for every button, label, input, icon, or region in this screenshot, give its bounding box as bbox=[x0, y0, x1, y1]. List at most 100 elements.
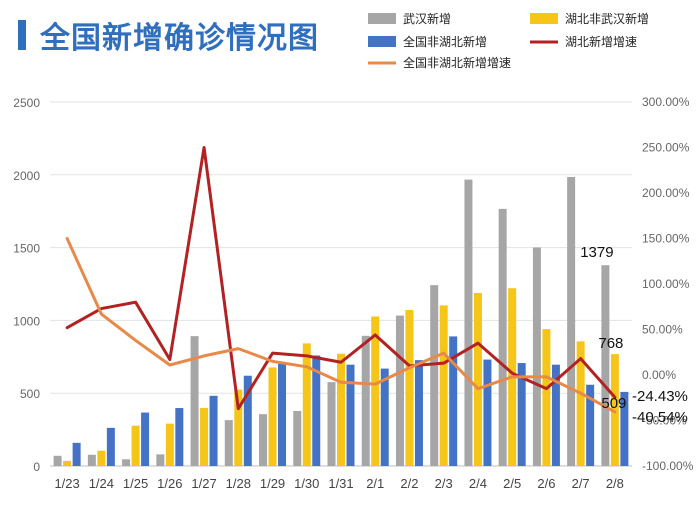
legend-label: 湖北新增增速 bbox=[565, 34, 637, 49]
bar bbox=[567, 176, 576, 466]
x-tick-label: 2/6 bbox=[537, 476, 555, 491]
y-tick-label-right: 250.00% bbox=[642, 141, 690, 155]
legend-label: 湖北非武汉新增 bbox=[565, 11, 649, 26]
y-tick-label-right: 100.00% bbox=[642, 277, 690, 291]
bar bbox=[473, 293, 482, 466]
y-tick-label-left: 1500 bbox=[13, 242, 40, 256]
bar bbox=[243, 375, 252, 466]
bar bbox=[498, 208, 507, 466]
bar bbox=[327, 382, 336, 466]
bar bbox=[380, 368, 389, 466]
bar bbox=[405, 310, 414, 466]
y-tick-label-right: 200.00% bbox=[642, 186, 690, 200]
y-tick-label-left: 2500 bbox=[13, 96, 40, 110]
bar bbox=[106, 427, 115, 466]
bar bbox=[346, 364, 355, 466]
data-annotations: 1379 768 509 -24.43% -40.54% bbox=[580, 244, 688, 426]
bar bbox=[361, 335, 370, 466]
x-tick-label: 2/7 bbox=[572, 476, 590, 491]
line-series bbox=[65, 146, 617, 414]
x-tick-label: 1/25 bbox=[123, 476, 148, 491]
bar bbox=[576, 341, 585, 466]
x-tick-label: 1/29 bbox=[260, 476, 285, 491]
data-label: -24.43% bbox=[632, 388, 688, 405]
x-tick-label: 1/31 bbox=[328, 476, 353, 491]
y-tick-label-left: 0 bbox=[33, 460, 40, 474]
bar bbox=[483, 359, 492, 466]
bar bbox=[63, 460, 72, 466]
y-axis-left: 0 500 1000 1500 2000 2500 bbox=[13, 96, 40, 474]
bar bbox=[371, 316, 380, 466]
data-label: -40.54% bbox=[632, 409, 688, 426]
y-tick-label-left: 500 bbox=[20, 387, 40, 401]
bar bbox=[268, 367, 277, 466]
bar bbox=[542, 329, 551, 466]
bar bbox=[156, 454, 165, 466]
data-label: 768 bbox=[598, 335, 623, 352]
legend-label: 全国非湖北新增增速 bbox=[403, 55, 511, 70]
bar bbox=[72, 442, 81, 466]
bar bbox=[517, 363, 526, 466]
bar bbox=[141, 412, 150, 466]
bar bbox=[414, 360, 423, 466]
legend-swatch bbox=[368, 13, 396, 24]
y-tick-label-right: 50.00% bbox=[642, 323, 683, 337]
bar bbox=[430, 285, 439, 466]
series-line bbox=[65, 237, 617, 414]
bar bbox=[610, 354, 619, 466]
bar bbox=[601, 265, 610, 466]
x-tick-label: 1/28 bbox=[226, 476, 251, 491]
x-tick-label: 2/8 bbox=[606, 476, 624, 491]
bar bbox=[259, 414, 268, 466]
bar bbox=[224, 420, 233, 466]
bar bbox=[53, 455, 62, 466]
y-tick-label-right: 300.00% bbox=[642, 95, 690, 109]
bar bbox=[293, 410, 302, 466]
y-tick-label-left: 1000 bbox=[13, 314, 40, 328]
x-tick-label: 2/3 bbox=[435, 476, 453, 491]
legend-label: 全国非湖北新增 bbox=[403, 34, 487, 49]
x-tick-label: 2/5 bbox=[503, 476, 521, 491]
x-tick-label: 1/30 bbox=[294, 476, 319, 491]
x-tick-label: 1/24 bbox=[89, 476, 114, 491]
x-tick-label: 2/1 bbox=[366, 476, 384, 491]
x-tick-label: 2/4 bbox=[469, 476, 487, 491]
bar bbox=[175, 408, 184, 466]
bar bbox=[165, 423, 174, 466]
x-tick-label: 1/26 bbox=[157, 476, 182, 491]
bar bbox=[234, 389, 243, 466]
bar bbox=[532, 247, 541, 466]
legend-swatch bbox=[368, 36, 396, 47]
legend-swatch bbox=[530, 13, 558, 24]
bar bbox=[302, 343, 311, 466]
x-tick-label: 1/23 bbox=[54, 476, 79, 491]
y-tick-label-right: 150.00% bbox=[642, 232, 690, 246]
data-label: 509 bbox=[601, 395, 626, 412]
bar bbox=[278, 363, 287, 466]
y-tick-label-right: 0.00% bbox=[642, 368, 676, 382]
bar bbox=[620, 391, 629, 466]
x-tick-label: 2/2 bbox=[400, 476, 418, 491]
bar bbox=[464, 179, 473, 466]
bar bbox=[439, 305, 448, 466]
y-tick-label-right: -50.00% bbox=[642, 414, 687, 428]
bar bbox=[131, 425, 140, 466]
y-tick-label-left: 2000 bbox=[13, 169, 40, 183]
bar bbox=[122, 459, 131, 466]
bar bbox=[190, 336, 199, 466]
x-axis: 1/23 1/24 1/25 1/26 1/27 1/28 1/29 1/30 1/31 2/1 2… bbox=[54, 476, 623, 491]
bar bbox=[97, 450, 106, 466]
y-tick-label-right: -100.00% bbox=[642, 459, 694, 473]
bar bbox=[337, 353, 345, 466]
series-line bbox=[65, 146, 617, 411]
y-axis-right: -100.00% -50.00% 0.00% 50.00% 100.00% 150.00%… bbox=[642, 95, 694, 473]
bar bbox=[395, 315, 404, 466]
data-label: 1379 bbox=[580, 244, 613, 261]
bar bbox=[312, 355, 321, 466]
bar bbox=[209, 395, 218, 466]
chart-title: 全国新增确诊情况图 bbox=[40, 21, 319, 56]
x-tick-label: 1/27 bbox=[191, 476, 216, 491]
bar bbox=[551, 364, 560, 466]
